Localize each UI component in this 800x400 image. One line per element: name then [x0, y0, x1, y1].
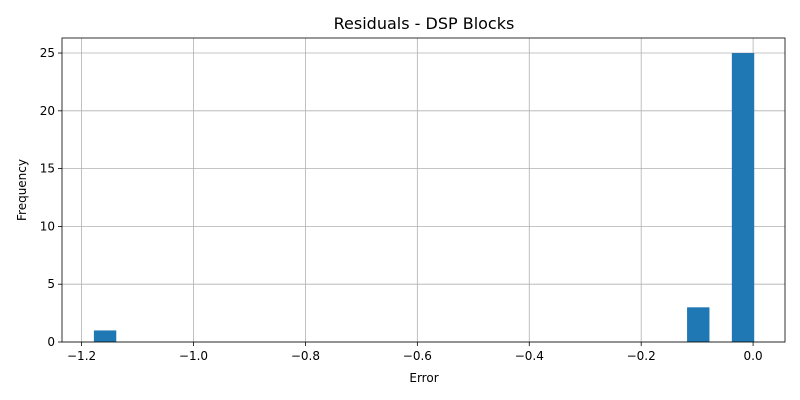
histogram-bar: [93, 330, 117, 342]
y-tick-label: 0: [47, 335, 55, 349]
histogram-bars: [93, 53, 755, 343]
x-tick-label: −0.8: [291, 349, 320, 363]
y-tick-label: 10: [40, 219, 55, 233]
x-tick-label: −0.4: [515, 349, 544, 363]
x-tick-label: −1.2: [67, 349, 96, 363]
histogram-bar: [731, 53, 755, 343]
x-tick-label: 0.0: [744, 349, 763, 363]
plot-frame: [61, 37, 786, 343]
histogram-bar: [687, 307, 710, 342]
x-tick-label: −1.0: [179, 349, 208, 363]
y-ticks: 0 5 10 15 20 25: [40, 46, 62, 349]
grid-lines: [62, 38, 785, 343]
x-tick-label: −0.2: [627, 349, 656, 363]
y-axis-label: Frequency: [15, 159, 29, 221]
y-tick-label: 20: [40, 104, 55, 118]
x-tick-label: −0.6: [403, 349, 432, 363]
y-tick-label: 15: [40, 162, 55, 176]
x-ticks: −1.2 −1.0 −0.8 −0.6 −0.4 −0.2 0.0: [67, 342, 763, 363]
chart-title: Residuals - DSP Blocks: [334, 14, 515, 33]
axes: [61, 37, 786, 343]
y-tick-label: 25: [40, 46, 55, 60]
x-axis-label: Error: [409, 371, 438, 385]
y-tick-label: 5: [47, 277, 55, 291]
